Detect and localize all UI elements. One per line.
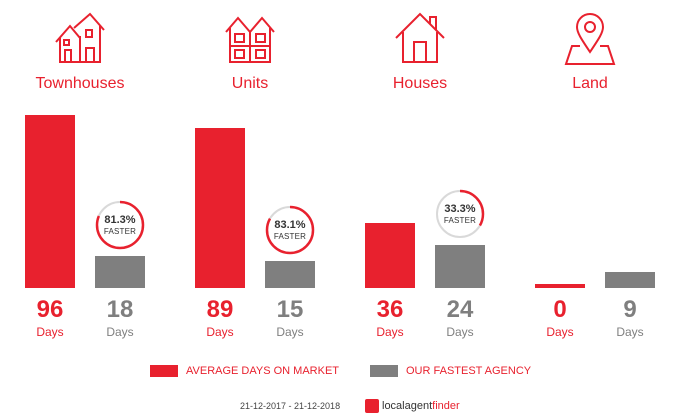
faster-ring-progress bbox=[265, 205, 315, 255]
value-label-fastest-houses: 24 bbox=[446, 296, 474, 323]
bar-average-houses bbox=[365, 223, 415, 288]
value-label-fastest-land: 9 bbox=[623, 296, 637, 323]
brand-name: localagentfinder bbox=[382, 400, 460, 412]
brand-name-part1: localagent bbox=[382, 400, 433, 412]
faster-percent-units: 83.1% bbox=[274, 219, 306, 231]
faster-badge-townhouses: 81.3% FASTER bbox=[95, 200, 145, 250]
faster-label-houses: FASTER bbox=[443, 215, 477, 225]
faster-ring-progress bbox=[95, 200, 145, 249]
legend-swatch-average bbox=[150, 365, 178, 377]
faster-ring-townhouses bbox=[95, 200, 145, 249]
category-label-units: Units bbox=[231, 75, 269, 92]
unit-label-fastest-land: Days bbox=[616, 325, 644, 339]
legend-swatch-fastest bbox=[370, 365, 398, 377]
house-icon bbox=[394, 12, 446, 66]
unit-label-fastest-units: Days bbox=[276, 325, 304, 339]
bar-fastest-houses bbox=[435, 244, 485, 288]
category-label-townhouses: Townhouses bbox=[35, 75, 125, 92]
value-label-fastest-townhouses: 18 bbox=[106, 296, 134, 323]
land-pin-icon bbox=[564, 12, 616, 66]
faster-percent-townhouses: 81.3% bbox=[104, 213, 136, 226]
category-label-land: Land bbox=[572, 75, 608, 92]
unit-label-average-houses: Days bbox=[376, 325, 404, 339]
faster-percent-houses: 33.3% bbox=[444, 202, 476, 215]
value-label-average-townhouses: 96 bbox=[36, 296, 64, 323]
date-range: 21-12-2017 - 21-12-2018 bbox=[240, 401, 341, 411]
localagentfinder-logo-icon bbox=[365, 399, 379, 413]
value-label-average-houses: 36 bbox=[376, 296, 404, 323]
faster-label-townhouses: FASTER bbox=[103, 226, 137, 236]
bar-average-townhouses bbox=[25, 115, 75, 288]
townhouse-icon bbox=[54, 12, 106, 66]
bar-fastest-units bbox=[265, 261, 315, 288]
unit-label-fastest-townhouses: Days bbox=[106, 325, 134, 339]
faster-ring-progress bbox=[435, 189, 485, 239]
unit-label-average-land: Days bbox=[546, 325, 574, 339]
bar-average-land bbox=[535, 284, 585, 288]
faster-badge-houses: 33.3% FASTER bbox=[435, 189, 485, 239]
unit-label-average-townhouses: Days bbox=[36, 325, 64, 339]
value-label-average-land: 0 bbox=[553, 296, 567, 323]
bar-fastest-land bbox=[605, 271, 655, 288]
faster-badge-units: 83.1% FASTER bbox=[265, 205, 315, 255]
bar-fastest-townhouses bbox=[95, 255, 145, 288]
legend-label-average: AVERAGE DAYS ON MARKET bbox=[186, 365, 340, 377]
value-label-average-units: 89 bbox=[206, 296, 234, 323]
bar-average-units bbox=[195, 127, 245, 288]
brand-name-part2: finder bbox=[432, 400, 460, 412]
units-icon bbox=[224, 12, 276, 66]
faster-label-units: FASTER bbox=[273, 232, 307, 241]
unit-label-average-units: Days bbox=[206, 325, 234, 339]
legend-label-fastest: OUR FASTEST AGENCY bbox=[406, 365, 532, 377]
unit-label-fastest-houses: Days bbox=[446, 325, 474, 339]
category-label-houses: Houses bbox=[392, 75, 448, 92]
value-label-fastest-units: 15 bbox=[276, 296, 304, 323]
faster-ring-houses bbox=[435, 189, 485, 239]
faster-ring-units bbox=[265, 205, 315, 255]
